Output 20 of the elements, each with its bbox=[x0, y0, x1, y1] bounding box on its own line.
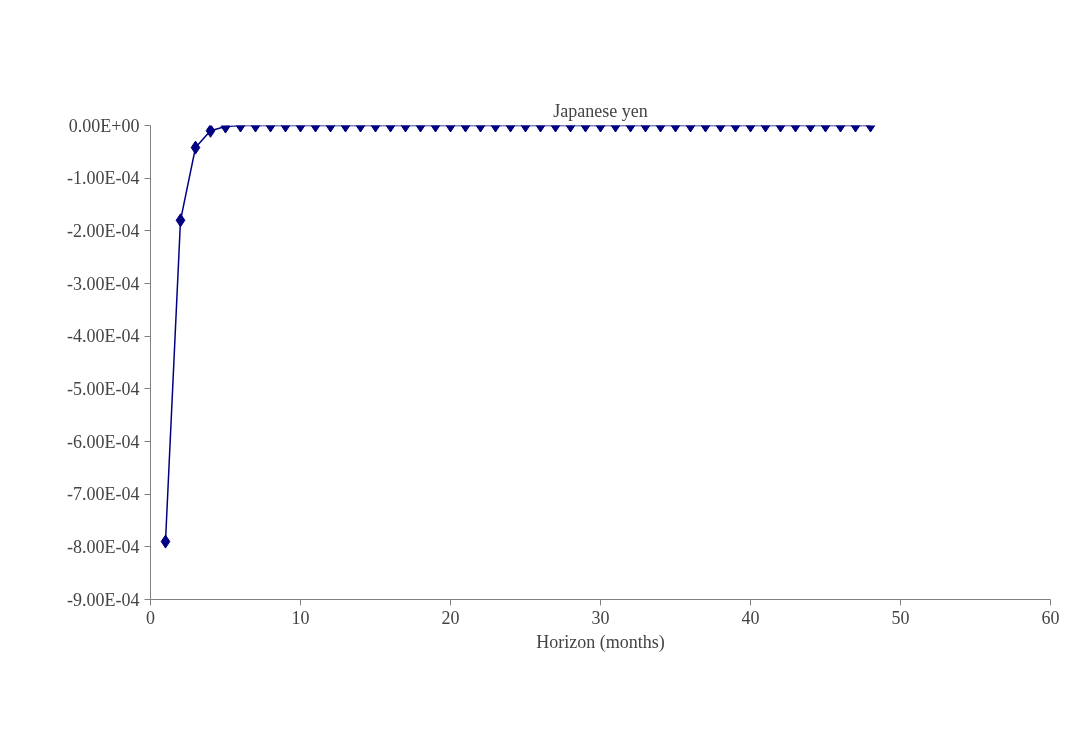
y-tick-label: -5.00E-04 bbox=[67, 378, 140, 399]
y-tick-label: -4.00E-04 bbox=[67, 326, 140, 347]
point bbox=[160, 534, 171, 549]
x-tick-label: 50 bbox=[891, 607, 910, 628]
y-tick-label: -8.00E-04 bbox=[67, 536, 140, 557]
x-axis-title: Horizon (months) bbox=[536, 631, 665, 653]
y-tick-label: -6.00E-04 bbox=[67, 431, 140, 452]
x-tick-label: 60 bbox=[1041, 607, 1060, 628]
chart-title: Japanese yen bbox=[553, 100, 648, 121]
y-tick-label: -9.00E-04 bbox=[67, 589, 140, 610]
y-tick-label: -3.00E-04 bbox=[67, 273, 140, 294]
x-tick-label: 30 bbox=[591, 607, 610, 628]
y-tick-label: -7.00E-04 bbox=[67, 484, 140, 505]
x-tick-label: 20 bbox=[441, 607, 460, 628]
y-tick-label: 0.00E+00 bbox=[68, 115, 140, 136]
x-tick-label: 10 bbox=[291, 607, 310, 628]
y-tick-label: -2.00E-04 bbox=[67, 220, 140, 241]
x-tick-label: 40 bbox=[741, 607, 760, 628]
y-tick-label: -1.00E-04 bbox=[67, 168, 140, 189]
x-tick-label: 0 bbox=[146, 607, 155, 628]
